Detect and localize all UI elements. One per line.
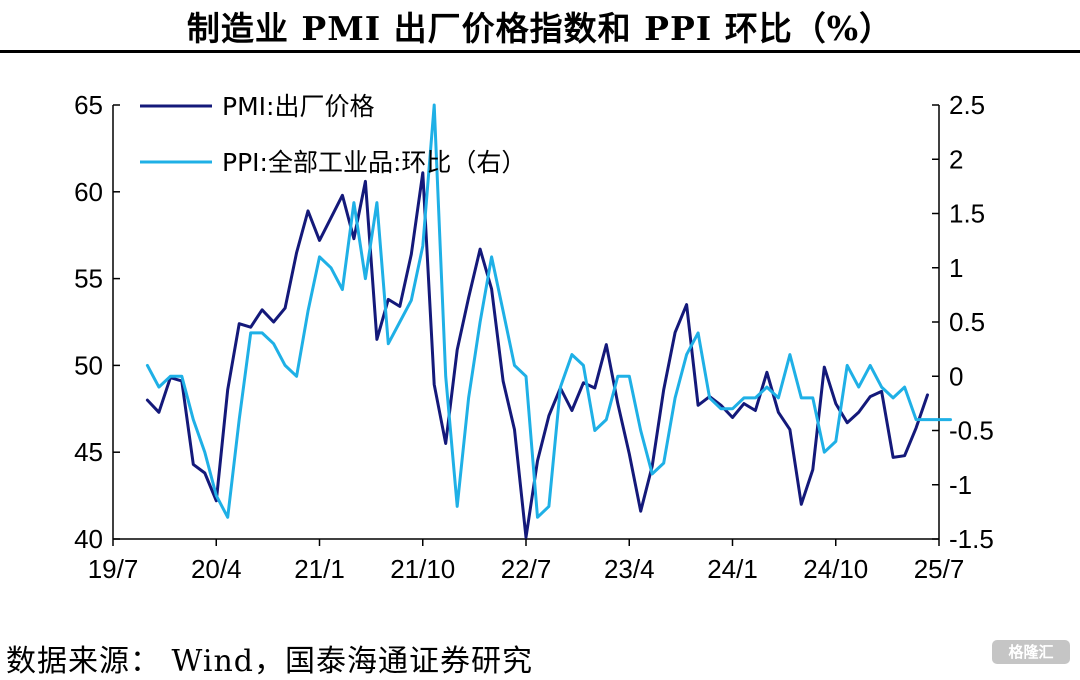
right-tick-label: 1.5 [949,199,985,229]
x-tick-label: 19/7 [88,554,139,584]
chart-svg: 40 45 50 55 60 65 -1.5 -1 -0.5 0 0.5 1 1.5 2 2.5 19/7 20… [74,90,994,584]
left-tick-label: 60 [74,177,103,207]
x-tick-label: 22/7 [501,554,552,584]
legend: PMI:出厂价格 PPI:全部工业品:环比（右） [140,92,526,177]
x-tick-label: 21/1 [294,554,345,584]
right-tick-label: 2 [949,144,963,174]
series-layer [145,103,952,539]
right-tick-label: 2.5 [949,90,985,120]
title-divider [0,50,1080,53]
x-tick-label: 21/10 [390,554,455,584]
source-note: 数据来源： Wind，国泰海通证券研究 [6,644,533,679]
left-tick-label: 45 [74,437,103,467]
series-line-ppi [145,103,952,519]
series-line-pmi [145,171,929,539]
left-tick-label: 40 [74,524,103,554]
x-tick-label: 24/1 [707,554,758,584]
x-tick-label: 20/4 [191,554,242,584]
x-tick-label: 23/4 [604,554,655,584]
left-tick-label: 50 [74,350,103,380]
right-tick-label: 0.5 [949,307,985,337]
right-tick-label: -0.5 [949,416,994,446]
right-tick-label: 0 [949,361,963,391]
legend-label: PPI:全部工业品:环比（右） [222,148,526,177]
left-tick-label: 55 [74,264,103,294]
right-tick-label: 1 [949,253,963,283]
legend-label: PMI:出厂价格 [222,92,374,121]
x-tick-label: 24/10 [803,554,868,584]
axes-layer: 40 45 50 55 60 65 -1.5 -1 -0.5 0 0.5 1 1.5 2 2.5 19/7 20… [74,90,994,584]
right-tick-label: -1 [949,470,972,500]
right-tick-label: -1.5 [949,524,994,554]
left-tick-label: 65 [74,90,103,120]
chart-title: 制造业 PMI 出厂价格指数和 PPI 环比（%） [186,9,894,48]
x-tick-label: 25/7 [914,554,965,584]
watermark-logo: 格隆汇 [992,640,1070,664]
